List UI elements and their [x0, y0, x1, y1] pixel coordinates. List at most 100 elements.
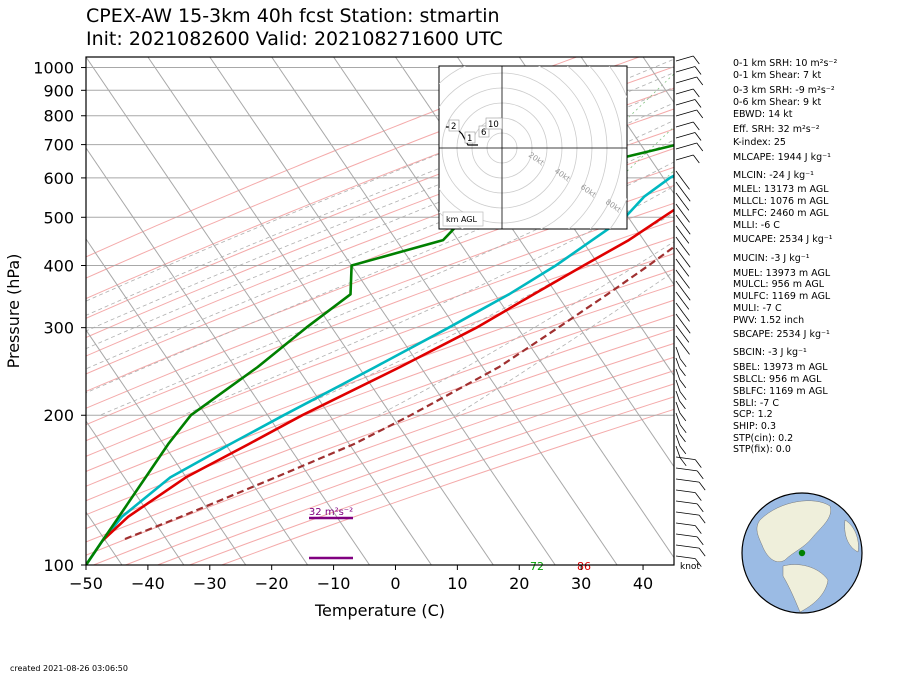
- x-tick-label: −50: [69, 574, 103, 593]
- wind-barb-flag: [698, 547, 706, 557]
- wind-barb: [675, 203, 684, 215]
- index-line: MLCAPE: 1944 J kg⁻¹: [733, 152, 831, 163]
- dry-adiabat: [93, 356, 674, 565]
- wind-barb: [675, 346, 681, 359]
- hodograph-height-label: 1: [467, 134, 472, 144]
- wind-barb-flag: [683, 214, 690, 223]
- wind-barb: [675, 489, 696, 493]
- wind-barb-flag: [682, 268, 690, 277]
- wind-barb-flag: [693, 88, 700, 98]
- wind-barb: [675, 291, 684, 302]
- wind-barb-flag: [694, 132, 702, 141]
- x-tick-label: 40: [633, 574, 653, 593]
- wind-barb-flag: [693, 55, 700, 65]
- wind-barb-flag: [698, 481, 706, 491]
- wind-barb-flag: [679, 457, 687, 467]
- hodograph-height-box: [464, 131, 476, 144]
- wind-barb: [675, 236, 684, 248]
- wind-barbs: [673, 55, 706, 567]
- wind-barb-flag: [679, 412, 687, 422]
- wind-barb: [675, 511, 700, 516]
- wind-barb-flag: [696, 142, 704, 152]
- wind-barb-flag: [696, 470, 704, 480]
- wind-barb: [675, 390, 680, 401]
- wind-barb: [675, 500, 698, 505]
- hodograph-height-box: [485, 117, 503, 130]
- wind-barb-flag: [683, 292, 691, 301]
- index-line: SHIP: 0.3: [733, 421, 777, 432]
- wind-barb-flag: [694, 525, 702, 534]
- station-marker: [798, 549, 806, 557]
- index-line: SBCIN: -3 J kg⁻¹: [733, 347, 807, 358]
- wind-barb: [675, 280, 685, 293]
- index-line: SBCAPE: 2534 J kg⁻¹: [733, 329, 830, 340]
- wind-barb-flag: [679, 358, 687, 368]
- wind-barb: [675, 324, 684, 335]
- wind-barb-flag: [693, 121, 700, 131]
- wind-barb: [675, 467, 698, 472]
- index-line: SBLI: -7 C: [733, 398, 779, 409]
- wind-barb: [675, 214, 685, 227]
- x-axis-label: Temperature (C): [314, 601, 445, 620]
- wind-barb-flag: [679, 433, 686, 443]
- index-line: STP(cin): 0.2: [733, 433, 794, 444]
- index-line: 0-1 km SRH: 10 m²s⁻²: [733, 58, 838, 69]
- wind-barb: [675, 335, 684, 347]
- index-line: MLLI: -6 C: [733, 220, 780, 231]
- index-line: SCP: 1.2: [733, 409, 773, 420]
- wind-barb: [675, 368, 681, 380]
- units-label: knot: [680, 562, 700, 572]
- wind-barb: [675, 522, 696, 526]
- index-line: MULCL: 956 m AGL: [733, 279, 825, 290]
- isotherm: [271, 57, 618, 565]
- y-tick-label: 900: [43, 81, 74, 100]
- index-line: MLEL: 13173 m AGL: [733, 184, 829, 195]
- wind-barb-flag: [696, 109, 704, 119]
- mixing-ratio-line: [565, 73, 674, 179]
- y-tick-label: 200: [43, 406, 74, 425]
- wind-barb: [675, 181, 685, 194]
- chart-title-line-2: Init: 2021082600 Valid: 202108271600 UTC: [86, 28, 503, 50]
- dry-adiabat: [86, 284, 674, 502]
- globe-south-america: [782, 564, 829, 613]
- x-tick-label: −10: [317, 574, 351, 593]
- hodograph-height-box: [448, 119, 460, 132]
- wind-barb: [675, 456, 696, 460]
- isotherm: [86, 238, 309, 565]
- hodograph-legend: km AGL: [446, 215, 478, 224]
- wind-barb: [675, 555, 696, 559]
- dry-adiabat: [86, 342, 674, 556]
- dry-adiabat: [86, 202, 674, 426]
- wind-barb: [675, 258, 684, 269]
- y-tick-label: 400: [43, 256, 74, 275]
- y-tick-label: 700: [43, 136, 74, 155]
- index-line: MUCIN: -3 J kg⁻¹: [733, 253, 810, 264]
- wind-barb: [675, 66, 696, 73]
- mixing-ratio-line: [619, 126, 674, 179]
- index-line: K-index: 25: [733, 137, 786, 148]
- moist-adiabat: [455, 271, 674, 416]
- wind-barb-flag: [682, 334, 690, 343]
- wind-barb: [675, 533, 698, 538]
- hodograph-height-label: 10: [488, 120, 499, 130]
- moist-adiabat: [86, 72, 674, 316]
- index-line: 0-6 km Shear: 9 kt: [733, 97, 822, 108]
- wind-barb: [675, 401, 681, 413]
- wind-barb: [675, 170, 684, 182]
- wind-barb-flag: [696, 536, 704, 546]
- wind-barb: [675, 132, 696, 139]
- wind-barb-flag: [683, 259, 691, 268]
- dry-adiabat: [86, 236, 674, 457]
- wind-barb: [675, 55, 694, 62]
- wind-barb-flag: [696, 76, 704, 86]
- wind-barb: [675, 154, 694, 161]
- wind-barb-flag: [694, 459, 702, 468]
- wind-barb-flag: [679, 400, 686, 410]
- index-line: 0-1 km Shear: 7 kt: [733, 70, 822, 81]
- wind-barb-flag: [683, 181, 690, 190]
- index-line: PWV: 1.52 inch: [733, 315, 805, 326]
- wind-barb: [675, 192, 684, 203]
- wind-barb-flag: [682, 235, 690, 244]
- y-tick-label: 1000: [33, 59, 74, 78]
